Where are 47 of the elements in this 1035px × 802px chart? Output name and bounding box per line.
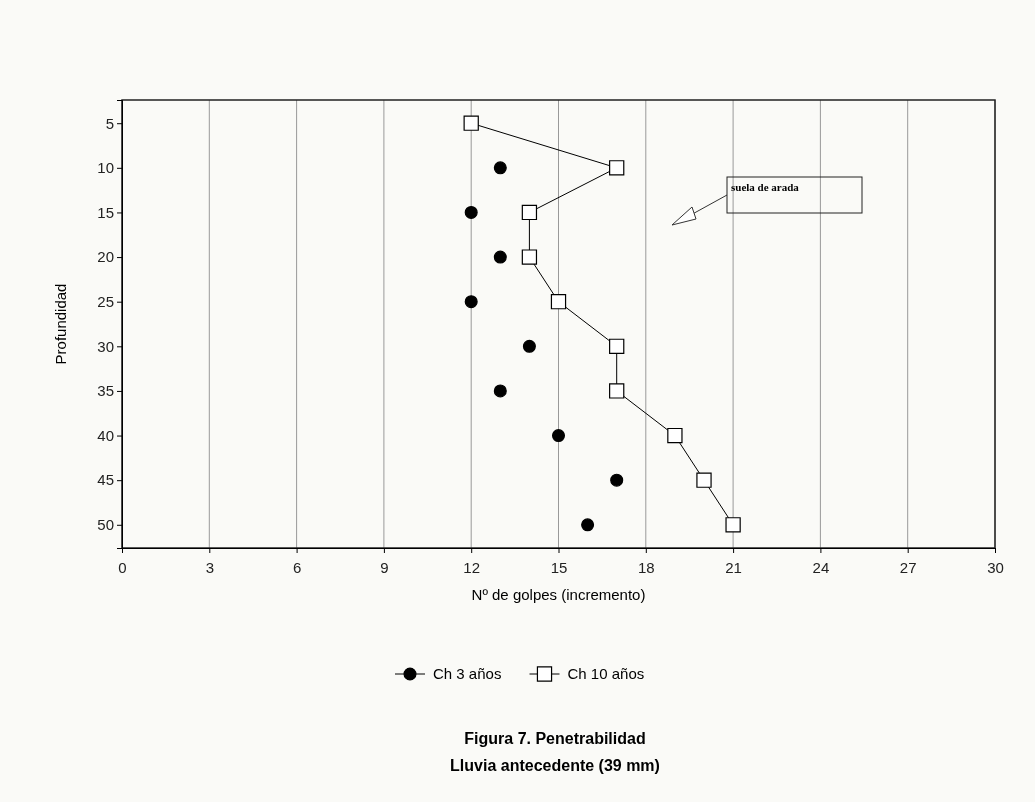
point [725,517,741,533]
y-tick-label: 45 [97,471,114,489]
point [610,473,624,487]
point [581,518,595,532]
x-tick-label: 12 [463,558,481,576]
y-tick-label: 25 [97,292,114,310]
text: Lluvia antecedente (39 mm) [450,757,660,774]
x-axis-title: Nº de golpes (incremento) [471,586,646,603]
x-tick-label: 18 [637,558,655,576]
point [551,429,566,443]
y-tick-label: 5 [105,114,114,132]
y-tick-label: 15 [97,203,114,221]
point [521,204,538,221]
text: Figura 7. Penetrabilidad [464,730,646,747]
x-tick-label: 15 [550,558,568,576]
point [493,250,507,264]
point [463,115,479,131]
point [609,338,625,354]
y-tick-label: 35 [97,382,114,400]
y-tick-label: 50 [97,516,114,534]
point [493,161,507,175]
point [493,384,507,398]
y-tick-label: 30 [97,337,114,355]
point [464,205,478,219]
point [609,160,625,176]
point [522,339,536,353]
x-tick-label: 9 [380,558,389,576]
point [464,295,478,309]
annotation: suela de arada [731,181,800,193]
y-axis-title: Profundidad [52,283,69,365]
point [696,472,712,488]
y-tick-label: 10 [97,159,114,177]
x-tick-label: 21 [725,558,742,576]
legend-label: Ch 3 años [433,665,502,682]
x-tick-label: 6 [292,558,302,576]
y-tick-label: 20 [97,248,114,266]
x-tick-label: 30 [987,558,1004,576]
point [609,383,625,399]
point [521,249,538,265]
x-tick-label: 3 [205,558,214,576]
point [550,294,567,310]
x-tick-label: 24 [812,558,830,576]
x-tick-label: 27 [899,558,917,576]
x-tick-label: 0 [118,558,127,576]
legend-label: Ch 10 años [567,665,645,682]
point [667,427,683,444]
y-tick-label: 40 [97,426,114,444]
